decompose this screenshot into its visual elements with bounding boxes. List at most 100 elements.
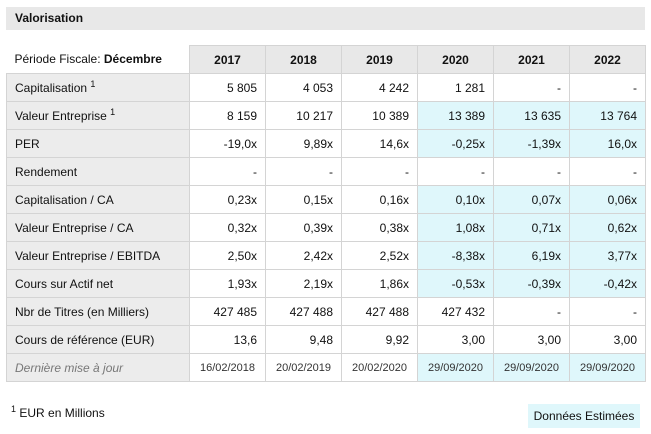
table-cell: 427 432 xyxy=(417,297,494,326)
row-label-text: Cours de référence (EUR) xyxy=(15,332,155,347)
row-label: Rendement xyxy=(6,157,190,186)
row-label-text: Cours sur Actif net xyxy=(15,276,114,291)
table-cell: 1 281 xyxy=(417,73,494,102)
year-header: 2019 xyxy=(341,45,418,74)
table-cell: 3,77x xyxy=(569,241,646,270)
footnote-marker: 1 xyxy=(11,404,17,414)
table-cell: - xyxy=(493,297,570,326)
table-cell: - xyxy=(569,73,646,102)
year-header: 2017 xyxy=(189,45,266,74)
table-cell: - xyxy=(493,157,570,186)
section-title: Valorisation xyxy=(6,7,645,30)
last-update-date: 29/09/2020 xyxy=(417,353,494,382)
row-label-text: Valeur Entreprise xyxy=(15,108,107,123)
table-cell: 2,42x xyxy=(265,241,342,270)
row-label: Valeur Entreprise / EBITDA xyxy=(6,241,190,270)
table-row: Capitalisation / CA 0,23x 0,15x 0,16x 0,10x 0… xyxy=(6,185,646,214)
table-cell: 13 389 xyxy=(417,101,494,130)
last-update-row: Dernière mise à jour 16/02/2018 20/02/2019… xyxy=(6,353,646,382)
table-cell: - xyxy=(569,297,646,326)
row-label: PER xyxy=(6,129,190,158)
fiscal-label: Période Fiscale: xyxy=(14,52,101,67)
table-cell: 13 764 xyxy=(569,101,646,130)
last-update-date: 16/02/2018 xyxy=(189,353,266,382)
table-cell: -0,53x xyxy=(417,269,494,298)
table-cell: 427 488 xyxy=(265,297,342,326)
last-update-date: 29/09/2020 xyxy=(493,353,570,382)
table-cell: - xyxy=(265,157,342,186)
year-header: 2021 xyxy=(493,45,570,74)
table-cell: 10 217 xyxy=(265,101,342,130)
row-label: Valeur Entreprise 1 xyxy=(6,101,190,130)
table-cell: 9,89x xyxy=(265,129,342,158)
table-cell: 2,50x xyxy=(189,241,266,270)
table-row: Valeur Entreprise / CA 0,32x 0,39x 0,38x 1,0… xyxy=(6,213,646,242)
table-cell: 427 488 xyxy=(341,297,418,326)
table-row: Cours sur Actif net 1,93x 2,19x 1,86x -0,53x… xyxy=(6,269,646,298)
row-label-text: Rendement xyxy=(15,164,78,179)
footnote: 1 EUR en Millions xyxy=(11,404,105,421)
table-cell: 10 389 xyxy=(341,101,418,130)
table-cell: 16,0x xyxy=(569,129,646,158)
table-cell: 2,19x xyxy=(265,269,342,298)
table-cell: 0,15x xyxy=(265,185,342,214)
table-cell: 3,00 xyxy=(569,325,646,354)
table-cell: 6,19x xyxy=(493,241,570,270)
table-cell: 0,16x xyxy=(341,185,418,214)
table-cell: 8 159 xyxy=(189,101,266,130)
last-update-date: 29/09/2020 xyxy=(569,353,646,382)
row-label: Cours de référence (EUR) xyxy=(6,325,190,354)
row-label: Valeur Entreprise / CA xyxy=(6,213,190,242)
table-row: Rendement - - - - - - xyxy=(6,157,646,186)
table-cell: -8,38x xyxy=(417,241,494,270)
table-row: Valeur Entreprise / EBITDA 2,50x 2,42x 2,52… xyxy=(6,241,646,270)
row-label: Capitalisation / CA xyxy=(6,185,190,214)
estimate-legend: Données Estimées xyxy=(528,404,640,428)
table-cell: 0,10x xyxy=(417,185,494,214)
table-cell: 3,00 xyxy=(417,325,494,354)
fiscal-period: Période Fiscale: Décembre xyxy=(6,45,190,74)
table-cell: 0,62x xyxy=(569,213,646,242)
row-label: Nbr de Titres (en Milliers) xyxy=(6,297,190,326)
table-row: Cours de référence (EUR) 13,6 9,48 9,92 3,00… xyxy=(6,325,646,354)
table-cell: 0,07x xyxy=(493,185,570,214)
header-row: Période Fiscale: Décembre 2017 2018 2019… xyxy=(6,45,646,74)
table-cell: -0,39x xyxy=(493,269,570,298)
table-cell: 0,06x xyxy=(569,185,646,214)
table-cell: 5 805 xyxy=(189,73,266,102)
table-cell: 0,32x xyxy=(189,213,266,242)
table-cell: - xyxy=(189,157,266,186)
row-label-text: PER xyxy=(15,136,40,151)
footnote-ref: 1 xyxy=(110,106,116,117)
table-cell: -1,39x xyxy=(493,129,570,158)
table-cell: 0,39x xyxy=(265,213,342,242)
table-cell: 0,23x xyxy=(189,185,266,214)
footnote-ref: 1 xyxy=(90,78,96,89)
year-header: 2020 xyxy=(417,45,494,74)
table-cell: 3,00 xyxy=(493,325,570,354)
table-cell: - xyxy=(493,73,570,102)
table-cell: -0,25x xyxy=(417,129,494,158)
row-label: Capitalisation 1 xyxy=(6,73,190,102)
footnote-text: EUR en Millions xyxy=(19,406,105,420)
table-cell: -0,42x xyxy=(569,269,646,298)
table-cell: 0,71x xyxy=(493,213,570,242)
row-label-text: Valeur Entreprise / CA xyxy=(15,220,134,235)
table-cell: 9,48 xyxy=(265,325,342,354)
row-label-text: Capitalisation xyxy=(15,80,88,95)
last-update-date: 20/02/2020 xyxy=(341,353,418,382)
table-cell: 4 242 xyxy=(341,73,418,102)
table-row: PER -19,0x 9,89x 14,6x -0,25x -1,39x 16,0x xyxy=(6,129,646,158)
table-cell: 4 053 xyxy=(265,73,342,102)
table-cell: 1,08x xyxy=(417,213,494,242)
row-label: Cours sur Actif net xyxy=(6,269,190,298)
table-cell: 2,52x xyxy=(341,241,418,270)
table-cell: 13,6 xyxy=(189,325,266,354)
table-cell: 9,92 xyxy=(341,325,418,354)
last-update-label: Dernière mise à jour xyxy=(6,353,190,382)
row-label-text: Valeur Entreprise / EBITDA xyxy=(15,248,161,263)
row-label-text: Nbr de Titres (en Milliers) xyxy=(15,304,150,319)
table-cell: - xyxy=(417,157,494,186)
